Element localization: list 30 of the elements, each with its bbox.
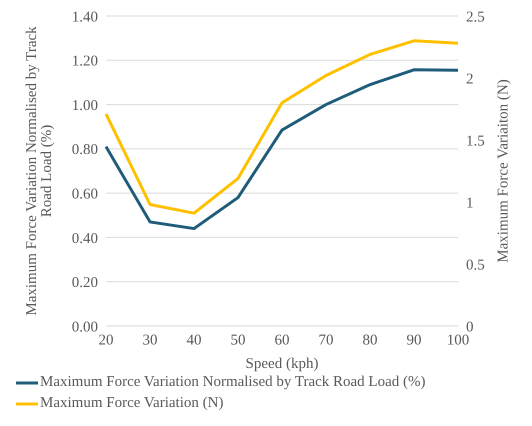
y-tick-label: 0.00 <box>72 319 98 336</box>
x-tick-label: 60 <box>274 332 290 349</box>
x-tick-label: 20 <box>98 332 114 349</box>
y-tick-label: 1.20 <box>72 54 98 70</box>
x-tick-label: 50 <box>230 332 246 349</box>
x-tick-label: 90 <box>406 332 422 349</box>
y2-tick-label: 0.5 <box>466 257 485 274</box>
y-tick-label: 1.00 <box>72 98 98 114</box>
y-axis-title: Maximum Force Variation Normalised by Track Road Load (%) <box>24 26 55 316</box>
y2-tick-label: 1.5 <box>466 133 485 150</box>
y-tick-label: 1.40 <box>72 9 98 26</box>
y-tick-label: 0.60 <box>72 186 98 202</box>
y2-tick-label: 2.5 <box>466 9 485 26</box>
y-tick-label: 0.80 <box>72 142 98 158</box>
x-tick-label: 30 <box>142 332 158 349</box>
y2-axis-title: Maximum Force Variaiton (N) <box>495 79 512 263</box>
line-series <box>104 39 460 215</box>
y2-tick-label: 2 <box>466 71 474 88</box>
legend-label: Maximum Force Variation Normalised by Track Road Load (%) <box>40 373 426 392</box>
x-tick-label: 40 <box>186 332 202 349</box>
y2-tick-label: 0 <box>466 319 474 336</box>
x-tick-label: 80 <box>362 332 378 349</box>
x-tick-label: 100 <box>446 332 470 349</box>
legend-label: Maximum Force Variation (N) <box>40 394 224 413</box>
x-tick-label: 70 <box>318 332 334 349</box>
x-axis-title: Speed (kph) <box>246 356 318 372</box>
y-tick-label: 0.20 <box>72 275 98 292</box>
y-tick-label: 0.40 <box>72 230 98 247</box>
line-series <box>104 68 460 230</box>
y2-tick-label: 1 <box>466 195 474 212</box>
